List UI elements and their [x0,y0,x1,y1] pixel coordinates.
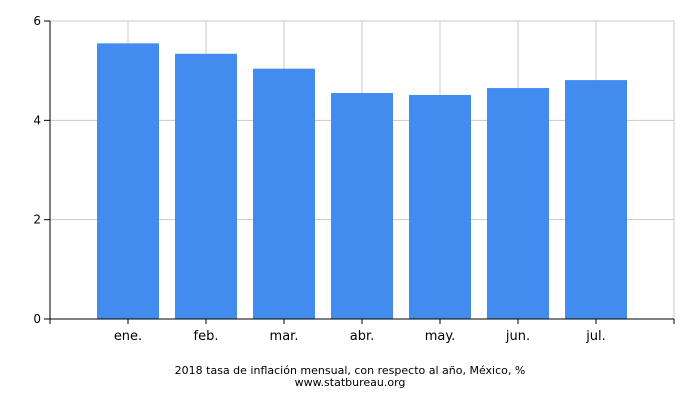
y-tick-label: 4 [33,113,41,127]
bar [487,88,549,319]
chart-source: www.statbureau.org [294,376,406,389]
bar [331,93,393,320]
chart-title: 2018 tasa de inflación mensual, con resp… [174,364,526,377]
x-tick-label: abr. [350,329,375,344]
x-tick-labels: ene. feb. mar. abr. may. jun. jul. [114,329,606,344]
bar [253,68,315,320]
y-tick-labels: 0 2 4 6 [33,14,41,326]
x-tick-label: may. [425,329,456,344]
y-tick-label: 0 [33,312,41,326]
x-tick-label: jul. [585,329,606,344]
bar [409,95,471,320]
bar [565,80,627,319]
bar [175,53,237,319]
x-tick-label: feb. [194,329,219,344]
x-tick-label: mar. [270,329,299,344]
bars [97,43,627,320]
y-tick-label: 2 [33,213,41,227]
x-tick-label: ene. [114,329,142,344]
bar [97,43,159,319]
y-tick-label: 6 [33,14,41,28]
axes [44,20,675,324]
x-tick-label: jun. [505,329,530,344]
